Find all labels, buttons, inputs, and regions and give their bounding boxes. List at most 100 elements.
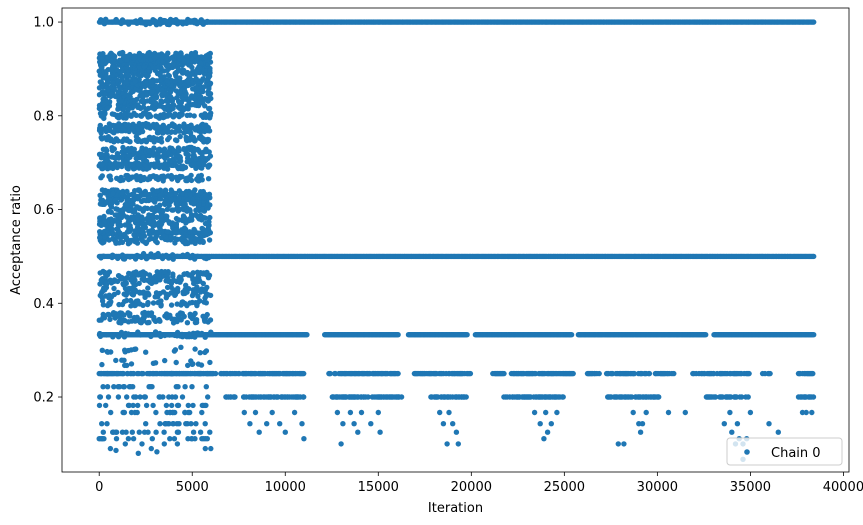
data-point — [149, 254, 155, 260]
data-point — [745, 394, 751, 400]
data-point — [177, 155, 183, 161]
data-point — [207, 359, 213, 366]
data-point — [128, 161, 134, 167]
data-point — [197, 212, 204, 219]
data-point — [746, 370, 752, 377]
data-point — [177, 133, 183, 140]
data-point — [138, 98, 145, 105]
data-point — [117, 235, 124, 241]
data-point — [121, 298, 128, 305]
data-point — [195, 361, 202, 367]
data-point — [120, 144, 126, 151]
data-point — [116, 301, 122, 308]
data-point — [192, 147, 199, 153]
data-point — [171, 147, 177, 154]
data-point — [128, 361, 135, 367]
data-point — [202, 111, 208, 117]
data-point — [124, 394, 130, 400]
data-point — [184, 208, 190, 214]
data-point — [167, 436, 173, 442]
data-point — [596, 370, 602, 377]
data-point — [194, 176, 200, 182]
data-point — [137, 319, 143, 325]
data-point — [180, 214, 187, 221]
data-point — [144, 92, 150, 98]
data-point — [134, 240, 141, 246]
data-point — [99, 100, 106, 106]
data-point — [203, 192, 209, 198]
data-point — [126, 128, 132, 135]
data-point — [160, 289, 167, 295]
data-point — [97, 215, 103, 221]
data-point — [116, 273, 122, 279]
data-point — [186, 331, 192, 337]
data-point — [111, 285, 117, 292]
data-point — [201, 161, 207, 168]
data-point — [184, 126, 190, 132]
data-point — [134, 176, 140, 183]
data-point — [194, 253, 201, 259]
data-point — [118, 214, 125, 221]
data-point — [182, 240, 188, 247]
data-point — [121, 111, 128, 118]
data-points-layer — [96, 16, 817, 462]
data-point — [159, 130, 166, 136]
data-point — [167, 312, 173, 318]
data-point — [178, 112, 185, 118]
data-point — [145, 176, 152, 182]
data-point — [568, 332, 575, 338]
data-point — [111, 384, 117, 390]
data-point — [203, 270, 209, 276]
data-point — [145, 285, 151, 291]
data-point — [160, 114, 166, 121]
data-point — [157, 202, 163, 208]
data-point — [140, 197, 147, 203]
data-point — [199, 217, 205, 223]
data-point — [156, 394, 162, 400]
data-point — [111, 111, 118, 118]
data-point — [177, 370, 183, 377]
data-point — [100, 429, 107, 435]
data-point — [173, 190, 179, 197]
data-point — [163, 295, 169, 301]
data-point — [131, 346, 138, 352]
data-point — [170, 421, 176, 427]
data-point — [192, 289, 198, 295]
data-point — [99, 361, 105, 368]
data-point — [115, 394, 122, 400]
data-point — [98, 332, 104, 338]
data-point — [156, 273, 162, 279]
data-point — [97, 122, 104, 129]
data-point — [190, 134, 196, 140]
data-point — [142, 137, 148, 143]
data-point — [767, 370, 773, 377]
data-point — [103, 402, 109, 409]
data-point — [184, 112, 190, 119]
data-point — [169, 252, 176, 258]
data-point — [178, 100, 184, 106]
data-point — [110, 165, 116, 172]
data-point — [175, 402, 182, 409]
data-point — [182, 384, 188, 390]
data-point — [175, 288, 181, 295]
data-point — [175, 165, 181, 172]
data-point — [193, 319, 200, 325]
data-point — [135, 161, 142, 168]
data-point — [203, 255, 210, 262]
data-point — [174, 253, 180, 259]
data-point — [152, 360, 159, 366]
data-point — [169, 370, 175, 377]
data-point — [108, 278, 114, 284]
data-point — [125, 215, 131, 221]
data-point — [112, 160, 119, 166]
data-point — [170, 207, 176, 213]
data-point — [153, 174, 160, 180]
data-point — [108, 216, 114, 222]
data-point — [184, 253, 190, 259]
data-point — [172, 137, 179, 143]
data-point — [135, 402, 141, 409]
data-point — [165, 173, 171, 179]
data-point — [150, 135, 157, 141]
data-point — [140, 289, 147, 295]
